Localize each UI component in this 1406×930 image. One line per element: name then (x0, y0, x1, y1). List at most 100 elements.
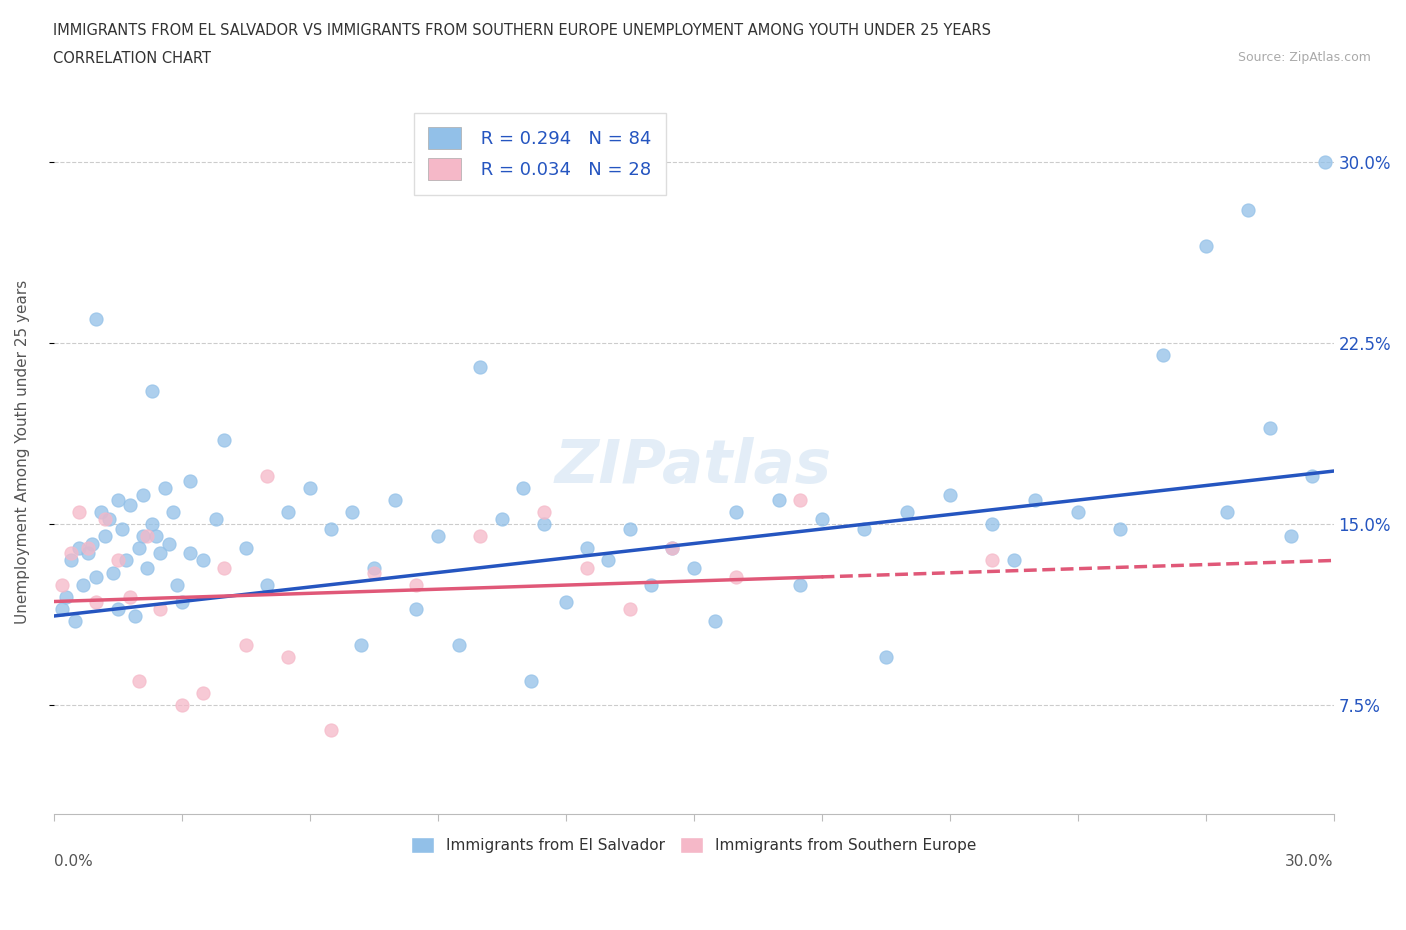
Point (72, 578, 94, 592)
Point (1109, 522, 1132, 537)
Point (55, 590, 77, 604)
Point (1313, 154, 1336, 169)
Point (136, 560, 159, 575)
Point (256, 469, 278, 484)
Point (136, 529, 159, 544)
Point (938, 488, 960, 503)
Point (682, 560, 704, 575)
Point (1301, 469, 1323, 484)
Point (1066, 505, 1088, 520)
Point (350, 638, 373, 653)
Point (533, 505, 555, 520)
Point (619, 522, 641, 537)
Point (319, 522, 342, 537)
Point (145, 529, 167, 544)
Point (103, 565, 125, 580)
Point (598, 553, 620, 568)
Point (179, 546, 201, 561)
Point (1258, 420, 1281, 435)
Point (84, 570, 107, 585)
Point (447, 638, 470, 653)
Point (166, 578, 188, 592)
Point (84, 312, 107, 326)
Text: 0.0%: 0.0% (53, 854, 93, 869)
Point (661, 541, 683, 556)
Point (342, 505, 364, 520)
Point (76, 541, 98, 556)
Point (384, 493, 406, 508)
Y-axis label: Unemployment Among Youth under 25 years: Unemployment Among Youth under 25 years (15, 280, 30, 624)
Point (235, 638, 257, 653)
Point (277, 505, 299, 520)
Point (405, 578, 427, 592)
Point (896, 505, 918, 520)
Point (63, 614, 86, 629)
Point (90, 505, 112, 520)
Point (853, 522, 876, 537)
Text: IMMIGRANTS FROM EL SALVADOR VS IMMIGRANTS FROM SOUTHERN EUROPE UNEMPLOYMENT AMON: IMMIGRANTS FROM EL SALVADOR VS IMMIGRANT… (53, 23, 991, 38)
Point (141, 517, 163, 532)
Point (725, 505, 748, 520)
Point (204, 512, 226, 526)
Point (214, 560, 236, 575)
Text: 30.0%: 30.0% (1285, 854, 1333, 869)
Point (115, 553, 138, 568)
Point (111, 522, 134, 537)
Point (67, 505, 90, 520)
Point (128, 674, 150, 689)
Point (124, 608, 146, 623)
Point (80, 536, 103, 551)
Point (1152, 348, 1174, 363)
Point (235, 541, 257, 556)
Point (153, 481, 176, 496)
Point (554, 594, 576, 609)
Point (141, 384, 163, 399)
Point (120, 590, 142, 604)
Point (214, 432, 236, 447)
Point (1216, 505, 1239, 520)
Point (426, 529, 449, 544)
Point (405, 602, 427, 617)
Point (277, 650, 299, 665)
Point (363, 565, 385, 580)
Point (94, 512, 117, 526)
Point (789, 578, 811, 592)
Point (520, 674, 543, 689)
Point (157, 536, 180, 551)
Point (661, 541, 683, 556)
Point (132, 488, 155, 503)
Text: ZIPatlas: ZIPatlas (555, 437, 832, 496)
Point (533, 517, 555, 532)
Point (470, 529, 492, 544)
Point (107, 553, 129, 568)
Text: Source: ZipAtlas.com: Source: ZipAtlas.com (1237, 51, 1371, 64)
Point (810, 512, 832, 526)
Point (703, 614, 725, 629)
Point (1194, 239, 1216, 254)
Point (149, 546, 172, 561)
Point (1002, 553, 1025, 568)
Point (470, 360, 492, 375)
Point (256, 578, 278, 592)
Point (1237, 203, 1260, 218)
Point (875, 650, 897, 665)
Point (191, 686, 214, 701)
Point (298, 481, 321, 496)
Point (107, 493, 129, 508)
Point (575, 541, 598, 556)
Point (51, 578, 73, 592)
Point (132, 529, 155, 544)
Point (149, 602, 172, 617)
Point (51, 602, 73, 617)
Point (491, 512, 513, 526)
Point (84, 594, 107, 609)
Point (170, 594, 193, 609)
Point (94, 529, 117, 544)
Point (98, 512, 121, 526)
Point (319, 722, 342, 737)
Point (725, 570, 748, 585)
Point (768, 493, 790, 508)
Point (120, 498, 142, 512)
Point (107, 602, 129, 617)
Point (191, 553, 214, 568)
